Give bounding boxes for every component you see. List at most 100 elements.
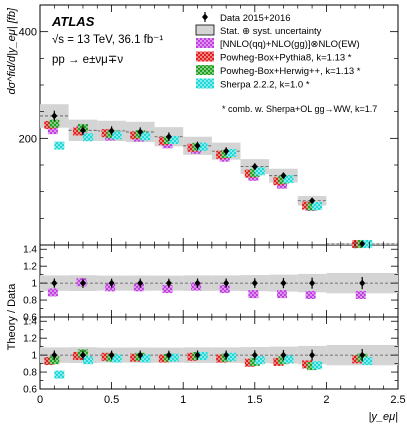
main-marker-1-5	[187, 143, 198, 152]
ratio1-data-point-1	[79, 279, 86, 287]
legend-uncertainty-swatch	[195, 24, 215, 36]
main-marker-3-0	[54, 141, 65, 150]
y-main-tick-label-0: 200	[19, 133, 37, 145]
energy-lumi-label: √s = 13 TeV, 36.1 fb⁻¹	[52, 33, 163, 46]
main-marker-1-8	[273, 177, 284, 186]
ratio-marker-1-4	[158, 354, 169, 363]
main-marker-3-1	[82, 133, 93, 142]
ratio-marker-3-7	[254, 356, 265, 365]
y-ratio2-tick-label-3: 1.2	[23, 334, 37, 345]
data-point-10	[359, 240, 366, 248]
ratio-marker-1-10	[352, 355, 363, 364]
main-marker-2-0	[49, 119, 60, 128]
experiment-label: ATLAS	[51, 14, 95, 29]
axis-ticks: 0 0.5 1 1.5 2 2.52004000.60.811.21.40.60.811.…	[19, 5, 406, 406]
ratio2-data-point-4	[165, 351, 172, 359]
ratio-marker-0-4	[162, 285, 173, 294]
main-marker-1-3	[130, 131, 141, 140]
legend-label-0: [NNLO(qq)+NLO(gg)]⊗NLO(EW)	[220, 39, 360, 50]
ratio-marker-3-10	[362, 357, 373, 366]
y-axis-label-ratio: Theory / Data	[6, 283, 18, 351]
legend-swatch-0	[196, 38, 214, 48]
ratio-marker-0-9	[305, 290, 316, 299]
data-point-7	[251, 163, 258, 171]
main-marker-3-5	[197, 142, 208, 151]
y-ratio1-tick-label-4: 1.4	[23, 245, 37, 256]
legend-swatch-2	[196, 65, 214, 75]
ratio1-data-point-6	[223, 279, 230, 287]
ratio1-data-point-9	[309, 279, 316, 287]
y-ratio1-tick-label-0: 0.6	[23, 313, 37, 324]
ratio-marker-3-2	[111, 354, 122, 363]
ratio2-data-point-7	[251, 351, 258, 359]
y-axis-label-main: dσ^fid/d|y_eμ| [fb]	[6, 7, 18, 94]
legend-swatch-1	[196, 51, 214, 62]
ratio1-data-point-7	[251, 279, 258, 287]
ratio-marker-2-9	[307, 362, 318, 371]
y-ratio2-tick-label-0: 0.6	[23, 385, 37, 396]
process-label: pp → e±νμ∓ν	[52, 54, 123, 66]
ratio-marker-0-2	[105, 283, 116, 292]
main-marker-3-9	[312, 202, 323, 211]
main-marker-1-9	[302, 201, 313, 210]
ratio2-data-point-10	[359, 351, 366, 359]
legend-series-entries: [NNLO(qq)+NLO(gg)]⊗NLO(EW) Powheg-Box+Pyt…	[196, 38, 361, 91]
ratio2-data-point-9	[309, 351, 316, 359]
data-point-2	[108, 127, 115, 135]
series-markers	[44, 119, 373, 379]
data-point-0	[51, 112, 58, 120]
legend: Data 2015+2016 Stat. ⊕ syst. uncertainty…	[195, 12, 377, 114]
x-tick-label-3: 1.5	[247, 394, 262, 406]
legend-uncertainty-label: Stat. ⊕ syst. uncertainty	[220, 26, 322, 37]
main-marker-3-2	[111, 131, 122, 140]
ratio-marker-2-7	[249, 357, 260, 366]
ratio1-data-point-2	[108, 279, 115, 287]
y-ratio1-tick-label-3: 1.2	[23, 262, 37, 273]
y-ratio2-tick-label-2: 1	[31, 351, 37, 362]
main-marker-1-2	[101, 129, 112, 138]
ratio2-data-point-2	[108, 351, 115, 359]
ratio-marker-3-5	[197, 351, 208, 360]
legend-entry-data: Data 2015+2016	[202, 12, 291, 24]
data-point-6	[223, 147, 230, 155]
ratio2-data-point-6	[223, 351, 230, 359]
data-point-5	[194, 142, 201, 150]
main-marker-3-8	[283, 175, 294, 184]
legend-label-3: Sherpa 2.2.2, k=1.0 *	[220, 80, 310, 91]
y-ratio1-tick-label-2: 1	[31, 279, 37, 290]
main-marker-3-4	[168, 135, 179, 144]
ratio2-data-point-0	[51, 351, 58, 359]
ratio-marker-3-9	[312, 361, 323, 370]
ratio-marker-0-6	[219, 285, 230, 294]
ratio-marker-0-0	[47, 288, 58, 297]
legend-data-label: Data 2015+2016	[220, 13, 291, 24]
ratio-marker-1-1	[72, 351, 83, 360]
main-marker-0-0	[47, 126, 58, 135]
ratio1-data-point-0	[51, 279, 58, 287]
ratio-marker-1-2	[101, 352, 112, 361]
main-marker-3-10	[362, 240, 373, 249]
main-marker-1-6	[216, 150, 227, 159]
main-marker-2-9	[307, 202, 318, 211]
legend-label-1: Powheg-Box+Pythia8, k=1.13 *	[220, 53, 352, 64]
ratio-marker-3-1	[82, 356, 93, 365]
ratio-marker-0-3	[133, 283, 144, 292]
ratio-marker-1-5	[187, 352, 198, 361]
legend-data-marker	[202, 13, 208, 21]
ratio1-data-point-5	[194, 279, 201, 287]
main-marker-2-7	[249, 168, 260, 177]
main-marker-3-7	[254, 167, 265, 176]
ratio-marker-3-0	[54, 370, 65, 379]
x-tick-label-2: 1	[180, 394, 186, 406]
ratio-marker-1-9	[302, 360, 313, 369]
ratio2-data-point-5	[194, 351, 201, 359]
ratio-marker-3-8	[283, 355, 294, 364]
ratio-marker-1-0	[44, 357, 55, 366]
ratio-marker-1-7	[244, 358, 255, 367]
main-marker-2-8	[278, 175, 289, 184]
ratio-marker-3-4	[168, 353, 179, 362]
data-point-3	[137, 128, 144, 136]
ratio-marker-1-6	[216, 354, 227, 363]
legend-footnote: * comb. w. Sherpa+OL gg→WW, k=1.7	[222, 104, 377, 114]
